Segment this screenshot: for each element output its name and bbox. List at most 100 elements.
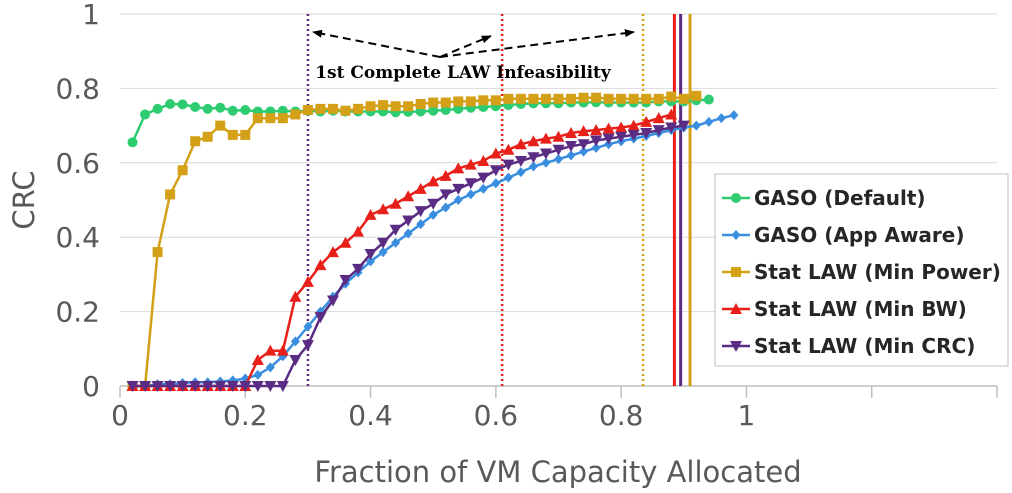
data-point <box>627 119 640 131</box>
data-point <box>514 155 527 167</box>
data-point <box>640 128 653 140</box>
legend-item: Stat LAW (Min Power) <box>722 260 1001 284</box>
data-point <box>665 122 678 134</box>
data-point <box>677 120 690 132</box>
data-point <box>215 120 226 131</box>
data-point <box>389 224 402 236</box>
data-point <box>314 259 327 271</box>
data-point <box>539 132 552 144</box>
data-point <box>730 341 742 352</box>
data-point <box>577 125 590 137</box>
data-point <box>616 93 627 104</box>
data-point <box>502 143 515 155</box>
data-point <box>691 120 701 131</box>
y-tick-label: 0.6 <box>55 147 100 180</box>
legend-item: Stat LAW (Min CRC) <box>722 334 975 358</box>
data-point <box>503 93 514 104</box>
data-point <box>552 144 565 156</box>
data-point <box>377 237 390 249</box>
data-point <box>578 92 589 103</box>
data-point <box>428 209 438 220</box>
data-point <box>227 105 238 116</box>
data-point <box>565 127 578 139</box>
data-point <box>540 93 551 104</box>
infeasibility-lines <box>306 14 692 386</box>
data-point <box>490 95 501 106</box>
data-point <box>176 381 189 392</box>
data-point <box>415 99 426 110</box>
series-2 <box>127 90 702 391</box>
data-point <box>201 381 214 392</box>
data-point <box>339 236 352 248</box>
data-point <box>127 137 138 148</box>
data-point <box>303 321 313 332</box>
data-point <box>326 246 339 258</box>
data-point <box>440 97 451 108</box>
data-point <box>591 92 602 103</box>
legend-label: Stat LAW (Min CRC) <box>754 334 975 358</box>
data-point <box>489 147 502 159</box>
data-point <box>403 101 414 112</box>
data-point <box>353 103 364 114</box>
data-point <box>528 161 538 172</box>
data-point <box>602 122 615 134</box>
series-group <box>126 90 739 392</box>
data-point <box>641 93 652 104</box>
data-point <box>666 91 677 102</box>
data-point <box>252 113 263 124</box>
data-point <box>240 129 251 140</box>
legend-label: GASO (Default) <box>754 186 926 210</box>
data-point <box>552 130 565 142</box>
data-point <box>277 113 288 124</box>
data-point <box>640 115 653 127</box>
data-point <box>729 110 739 121</box>
x-tick-label: 0.6 <box>474 399 519 432</box>
series-line <box>132 94 697 388</box>
x-tick-label: 0 <box>111 399 129 432</box>
data-point <box>553 93 564 104</box>
data-point <box>366 256 376 267</box>
legend-label: Stat LAW (Min Power) <box>754 260 1001 284</box>
data-point <box>466 189 476 200</box>
data-point <box>239 381 252 392</box>
data-point <box>253 369 263 380</box>
data-point <box>416 219 426 230</box>
data-point <box>554 154 563 165</box>
data-point <box>202 131 213 142</box>
data-point <box>731 193 741 203</box>
data-point <box>503 172 513 183</box>
data-point <box>441 202 451 213</box>
data-point <box>390 101 401 112</box>
data-point <box>731 267 741 277</box>
data-point <box>377 203 390 215</box>
legend-label: Stat LAW (Min BW) <box>754 297 967 321</box>
data-point <box>491 178 501 189</box>
annotation-text: 1st Complete LAW Infeasibility <box>315 63 612 83</box>
legend-item: Stat LAW (Min BW) <box>722 297 967 321</box>
data-point <box>627 129 640 141</box>
y-axis-title: CRC <box>7 170 41 229</box>
data-point <box>227 129 238 140</box>
data-point <box>428 97 439 108</box>
data-point <box>464 158 477 170</box>
data-point <box>603 93 614 104</box>
x-tick-label: 1 <box>738 399 756 432</box>
data-point <box>327 103 338 114</box>
series-1 <box>128 110 739 391</box>
data-point <box>565 141 578 153</box>
data-point <box>190 102 201 112</box>
data-point <box>289 354 302 366</box>
data-point <box>428 105 439 116</box>
data-point <box>290 336 300 347</box>
data-point <box>590 124 603 136</box>
data-point <box>591 142 601 153</box>
data-point <box>126 381 139 392</box>
x-tick-label: 0.8 <box>599 399 644 432</box>
data-point <box>566 93 577 104</box>
data-point <box>315 103 326 114</box>
data-point <box>151 381 164 392</box>
data-point <box>527 152 540 164</box>
data-point <box>140 109 151 120</box>
data-point <box>290 109 301 120</box>
y-tick-label: 0 <box>82 370 100 403</box>
